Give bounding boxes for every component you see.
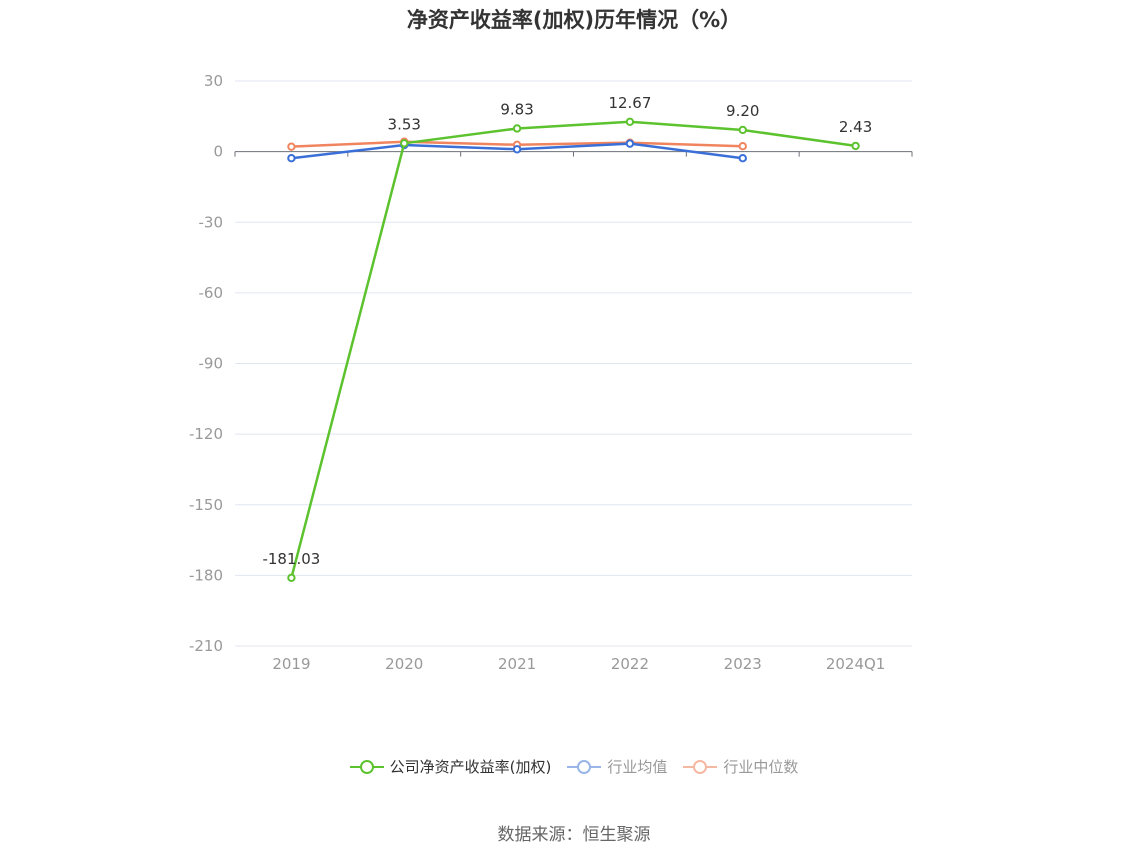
data-point-0 [400, 139, 409, 148]
y-tick-label: -150 [189, 496, 223, 514]
x-tick-label: 2023 [724, 655, 762, 673]
data-label: 9.20 [726, 102, 759, 120]
data-label: 2.43 [839, 118, 872, 136]
legend-label: 行业中位数 [723, 758, 799, 776]
legend-label: 行业均值 [607, 758, 668, 776]
legend-item[interactable]: 公司净资产收益率(加权) [349, 756, 552, 777]
legend-item[interactable]: 行业中位数 [683, 756, 798, 777]
legend-swatch-icon [349, 757, 384, 777]
data-label: -181.03 [262, 550, 320, 568]
y-tick-label: -60 [199, 284, 224, 302]
y-tick-label: -30 [199, 213, 224, 231]
legend-swatch-icon [683, 757, 718, 777]
data-point-1 [738, 154, 747, 163]
series-line-0 [290, 120, 856, 579]
data-point-0 [851, 141, 860, 151]
x-tick-label: 2021 [498, 655, 536, 673]
data-source-note: 数据来源：恒生聚源 [497, 825, 651, 845]
data-point-1 [625, 139, 635, 148]
y-tick-label: 0 [213, 143, 223, 161]
data-point-2 [287, 142, 296, 151]
legend-item[interactable]: 行业均值 [567, 756, 667, 777]
data-label: 9.83 [500, 100, 533, 118]
y-tick-label: -90 [199, 355, 224, 373]
chart-title: 净资产收益率(加权)历年情况（%） [406, 8, 742, 32]
data-point-1 [287, 154, 296, 163]
data-label: 12.67 [608, 94, 651, 112]
y-tick-label: -120 [189, 425, 223, 443]
x-tick-label: 2022 [611, 655, 649, 673]
data-point-0 [625, 117, 635, 126]
y-tick-label: -210 [189, 637, 223, 655]
line-chart: 30 0 -30 -60 -90 -120 -150 -180 -210 2019 2020 2021… [189, 72, 913, 673]
legend-label: 公司净资产收益率(加权) [389, 758, 552, 776]
data-point-0 [738, 125, 747, 135]
x-tick-label: 2019 [272, 655, 310, 673]
x-tick-label: 2020 [385, 655, 423, 673]
legend-swatch-icon [567, 757, 602, 777]
chart-legend: 公司净资产收益率(加权) 行业均值 行业中位数 [0, 756, 1148, 777]
x-tick-label: 2024Q1 [826, 655, 886, 673]
data-point-0 [287, 573, 296, 582]
data-point-1 [512, 145, 522, 154]
data-point-2 [738, 142, 747, 151]
y-tick-label: -180 [189, 566, 223, 584]
data-label: 3.53 [388, 115, 421, 133]
data-point-0 [512, 124, 522, 133]
y-tick-label: 30 [204, 72, 223, 90]
